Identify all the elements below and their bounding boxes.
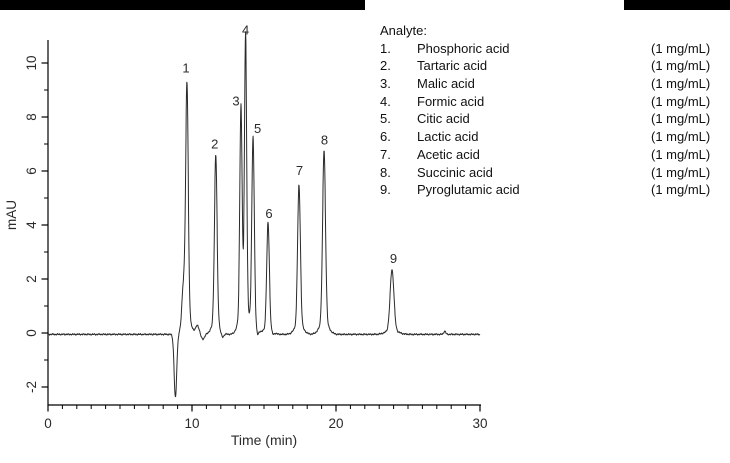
peak-label-3: 3 [232, 93, 239, 108]
analyte-legend: Analyte: 1. Phosphoric acid (1 mg/mL) 2. Tar… [380, 22, 712, 199]
legend-item-concentration: (1 mg/mL) [651, 146, 711, 162]
peak-label-2: 2 [211, 136, 218, 151]
x-tick-label: 20 [328, 416, 343, 431]
legend-item-name: Acetic acid [417, 146, 480, 162]
legend-item-name: Pyroglutamic acid [417, 182, 520, 198]
y-tick-label: 0 [24, 329, 39, 337]
y-tick-label: 8 [24, 113, 39, 121]
legend-item-name: Phosphoric acid [417, 40, 510, 56]
legend-item-number: 8. [380, 164, 391, 180]
legend-item: 7. Acetic acid (1 mg/mL) [380, 146, 712, 164]
peak-label-6: 6 [265, 206, 272, 221]
legend-item-number: 5. [380, 111, 391, 127]
legend-item: 3. Malic acid (1 mg/mL) [380, 75, 712, 93]
legend-item: 6. Lactic acid (1 mg/mL) [380, 128, 712, 146]
legend-item: 8. Succinic acid (1 mg/mL) [380, 164, 712, 182]
y-tick-label: 6 [24, 167, 39, 175]
legend-item-concentration: (1 mg/mL) [651, 58, 711, 74]
legend-item-concentration: (1 mg/mL) [651, 76, 711, 92]
legend-item-concentration: (1 mg/mL) [651, 111, 711, 127]
legend-item-number: 3. [380, 76, 391, 92]
legend-item-number: 4. [380, 93, 391, 109]
y-axis-title: mAU [4, 200, 19, 230]
legend-item-number: 2. [380, 58, 391, 74]
legend-item: 2. Tartaric acid (1 mg/mL) [380, 57, 712, 75]
legend-item: 5. Citic acid (1 mg/mL) [380, 110, 712, 128]
y-tick-label: -2 [24, 381, 39, 393]
y-tick-label: 4 [24, 221, 39, 229]
peak-label-8: 8 [321, 132, 328, 147]
legend-item: 1. Phosphoric acid (1 mg/mL) [380, 40, 712, 58]
legend-item: 9. Pyroglutamic acid (1 mg/mL) [380, 181, 712, 199]
legend-item-concentration: (1 mg/mL) [651, 40, 711, 56]
legend-title: Analyte: [380, 23, 427, 38]
top-left-black-bar [0, 0, 365, 10]
legend-item-name: Lactic acid [417, 129, 479, 145]
peak-label-7: 7 [296, 163, 303, 178]
legend-item-name: Citic acid [417, 111, 470, 127]
x-tick-label: 0 [44, 416, 52, 431]
legend-item-name: Formic acid [417, 93, 485, 109]
legend-item-number: 1. [380, 40, 391, 56]
x-tick-label: 10 [184, 416, 199, 431]
chromatogram-trace [47, 31, 481, 398]
legend-rows: 1. Phosphoric acid (1 mg/mL) 2. Tartaric aci… [380, 40, 712, 199]
peak-label-9: 9 [390, 251, 397, 266]
legend-item-name: Succinic acid [417, 164, 493, 180]
y-tick-label: 2 [24, 275, 39, 283]
x-axis-title: Time (min) [231, 432, 297, 448]
legend-item-name: Malic acid [417, 76, 475, 92]
x-tick-label: 30 [472, 416, 487, 431]
legend-item-concentration: (1 mg/mL) [651, 182, 711, 198]
peak-label-4: 4 [242, 23, 249, 38]
legend-item-concentration: (1 mg/mL) [651, 164, 711, 180]
legend-item-number: 6. [380, 129, 391, 145]
peak-label-5: 5 [254, 121, 261, 136]
legend-item-name: Tartaric acid [417, 58, 488, 74]
legend-item-number: 9. [380, 182, 391, 198]
y-tick-label: 10 [24, 55, 39, 70]
peak-label-1: 1 [182, 60, 189, 75]
legend-item-number: 7. [380, 146, 391, 162]
legend-item: 4. Formic acid (1 mg/mL) [380, 93, 712, 111]
legend-item-concentration: (1 mg/mL) [651, 93, 711, 109]
top-right-black-bar [624, 0, 730, 10]
legend-item-concentration: (1 mg/mL) [651, 129, 711, 145]
